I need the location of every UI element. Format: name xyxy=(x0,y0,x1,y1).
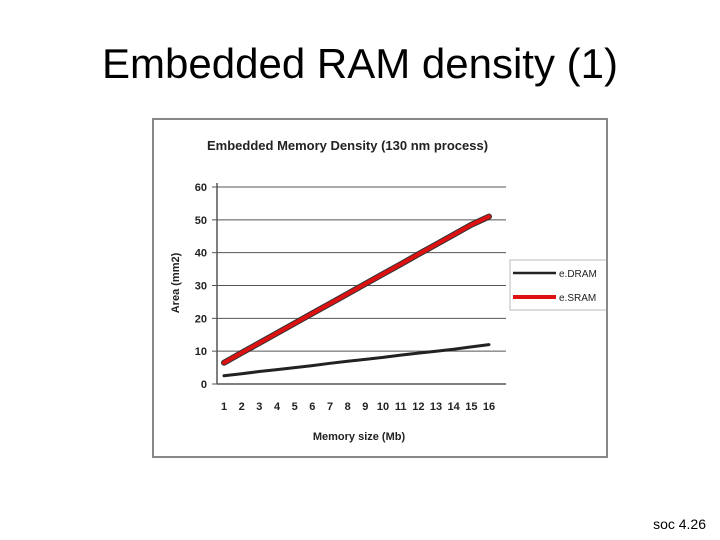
x-axis-ticks: 1 2 3 4 5 6 7 8 9 10 11 12 13 14 15 16 xyxy=(221,401,495,413)
y-tick-label: 20 xyxy=(195,313,207,325)
line-chart: Embedded Memory Density (130 nm process)… xyxy=(170,138,606,443)
x-tick-label: 3 xyxy=(256,401,262,413)
y-axis-ticks: 0 10 20 30 40 50 60 xyxy=(195,182,217,391)
x-axis-label: Memory size (Mb) xyxy=(313,431,406,443)
x-tick-label: 16 xyxy=(483,401,495,413)
x-tick-label: 7 xyxy=(327,401,333,413)
x-tick-label: 12 xyxy=(412,401,424,413)
y-tick-label: 10 xyxy=(195,346,207,358)
x-tick-label: 4 xyxy=(274,401,281,413)
chart-axes xyxy=(216,183,506,385)
chart-legend: e.DRAM e.SRAM xyxy=(509,259,606,311)
y-tick-label: 60 xyxy=(195,182,207,194)
x-tick-label: 2 xyxy=(239,401,245,413)
x-tick-label: 14 xyxy=(448,401,461,413)
slide-title: Embedded RAM density (1) xyxy=(102,40,618,87)
y-tick-label: 40 xyxy=(195,248,207,260)
y-tick-label: 0 xyxy=(201,379,207,391)
x-tick-label: 6 xyxy=(309,401,315,413)
chart-title: Embedded Memory Density (130 nm process) xyxy=(207,138,488,153)
y-axis-label: Area (mm2) xyxy=(170,252,182,313)
x-tick-label: 1 xyxy=(221,401,227,413)
series-line-e.SRAM xyxy=(222,214,491,365)
x-tick-label: 13 xyxy=(430,401,442,413)
legend-box xyxy=(509,259,606,311)
series-line-e.DRAM xyxy=(222,343,491,378)
x-tick-label: 11 xyxy=(395,401,407,413)
legend-label: e.DRAM xyxy=(559,269,597,280)
x-tick-label: 9 xyxy=(362,401,368,413)
x-tick-label: 8 xyxy=(345,401,351,413)
y-tick-label: 30 xyxy=(195,281,207,293)
chart-grid xyxy=(217,186,506,352)
slide-footer: soc 4.26 xyxy=(653,516,706,532)
y-tick-label: 50 xyxy=(195,215,207,227)
legend-label: e.SRAM xyxy=(559,293,596,304)
chart-series xyxy=(221,213,492,378)
x-tick-label: 5 xyxy=(292,401,298,413)
x-tick-label: 10 xyxy=(377,401,389,413)
x-tick-label: 15 xyxy=(465,401,477,413)
chart-frame: Embedded Memory Density (130 nm process)… xyxy=(152,118,608,458)
